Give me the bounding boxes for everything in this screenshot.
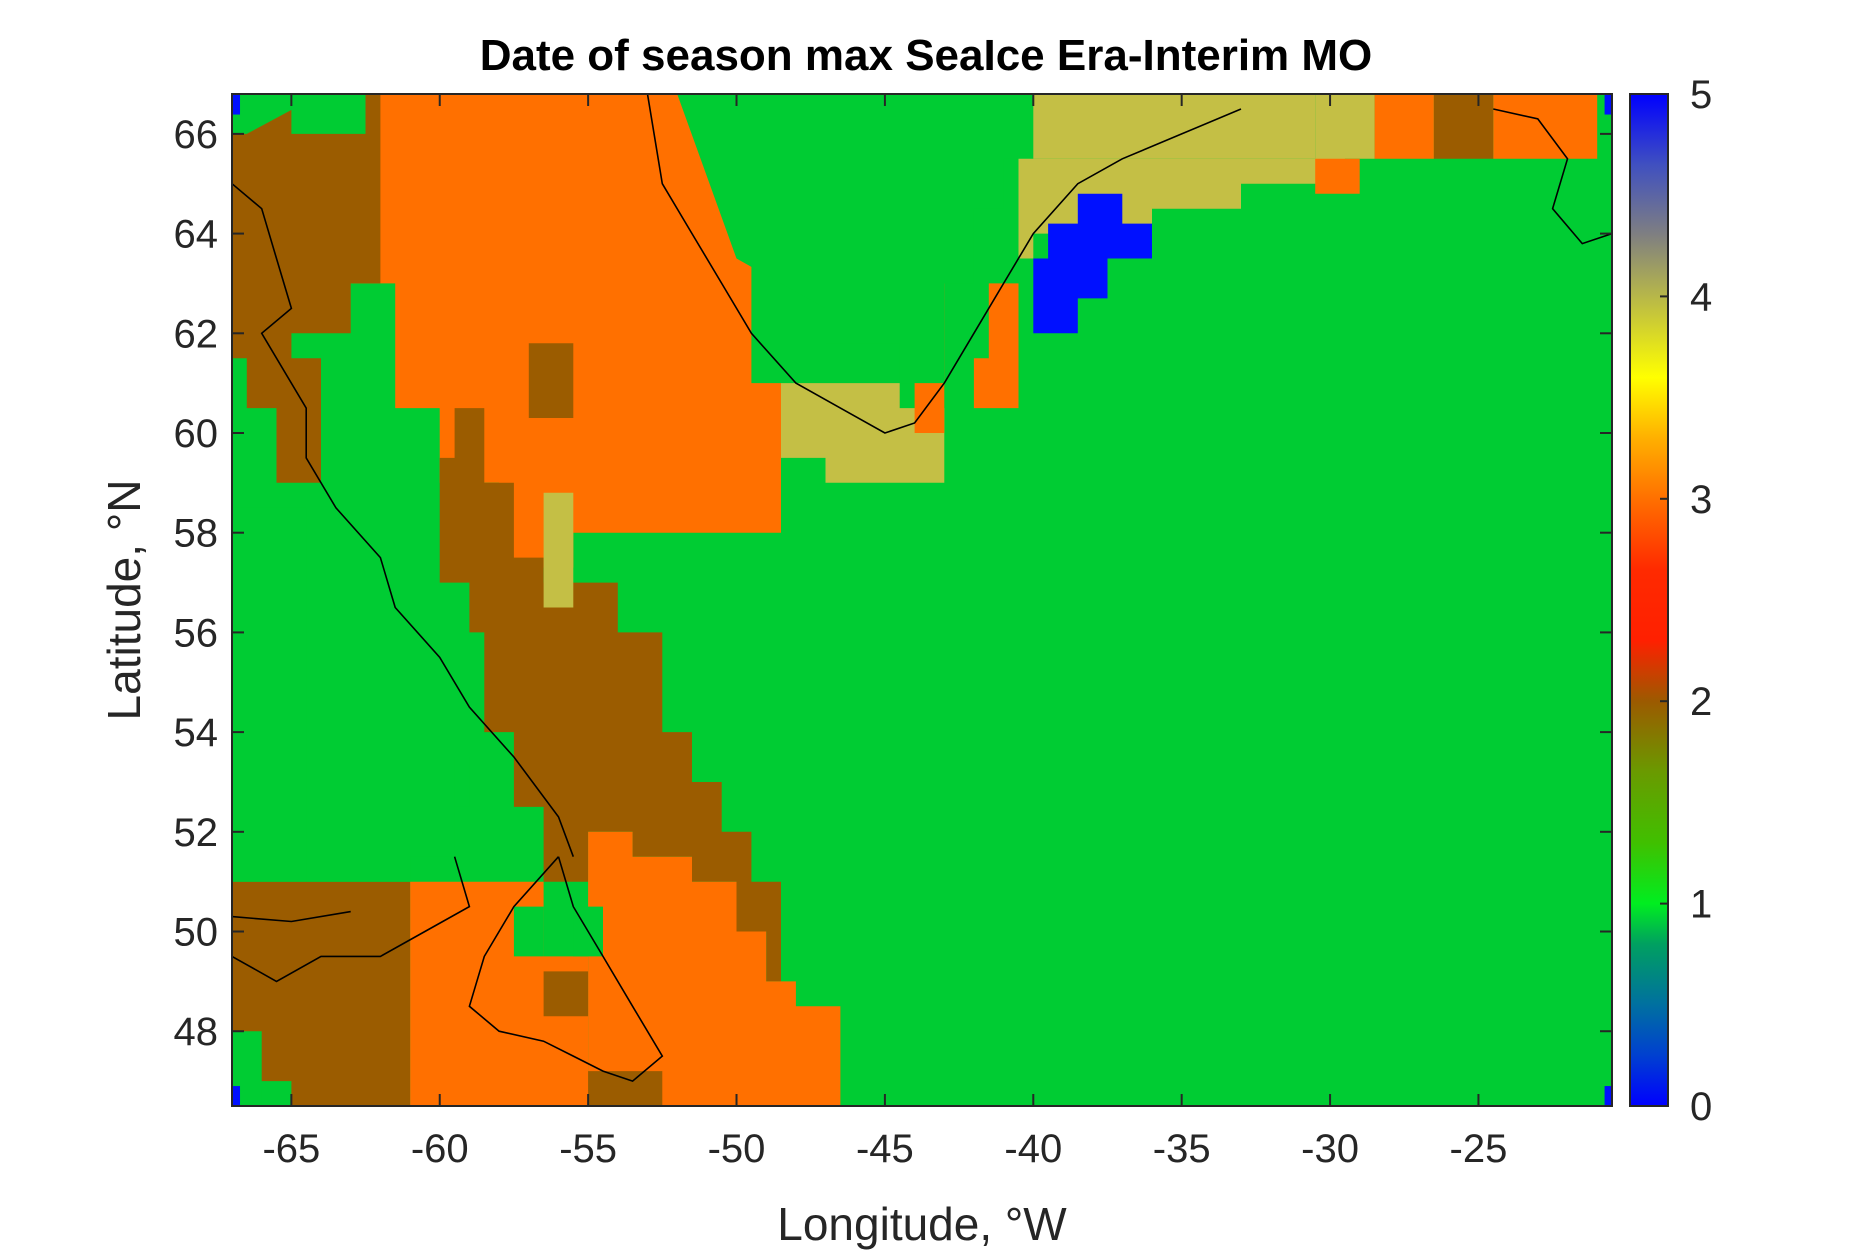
x-tick-label: -30	[1301, 1127, 1359, 1171]
heatmap-cell	[439, 408, 781, 982]
y-axis-ticks: 48 50 52 54 56 58 60 62 64 66	[174, 113, 1612, 1054]
heatmap-cell	[543, 971, 589, 1017]
coastline	[1493, 108, 1613, 245]
plot-frame	[231, 93, 1613, 1107]
heatmap-cell	[973, 283, 1019, 409]
y-tick-label: 64	[174, 213, 219, 257]
x-axis-ticks: -65 -60 -55 -50 -45 -40 -35 -30 -25	[262, 94, 1507, 1171]
x-tick-label: -55	[559, 1127, 617, 1171]
x-tick-label: -60	[411, 1127, 469, 1171]
heatmap-cell	[588, 1071, 663, 1106]
heatmap-cell	[1604, 1086, 1613, 1107]
heatmap-cell	[1433, 94, 1494, 159]
coastline	[231, 183, 575, 857]
y-tick-label: 52	[174, 811, 219, 855]
x-axis-label: Longitude, °W	[777, 1198, 1067, 1250]
y-tick-label: 48	[174, 1010, 219, 1054]
heatmap-cells	[232, 94, 1613, 1107]
colorbar-tick-label: 1	[1690, 883, 1712, 927]
y-tick-label: 66	[174, 113, 219, 157]
heatmap-cell	[246, 94, 381, 409]
heatmap-cell	[306, 757, 455, 882]
coastline	[231, 856, 471, 983]
heatmap-cell	[543, 492, 574, 608]
colorbar-tick-label: 4	[1690, 275, 1712, 319]
heatmap-cell	[1493, 94, 1598, 159]
coastline-lines	[231, 93, 1613, 1083]
colorbar-ticks: 0 1 2 3 4 5	[1660, 73, 1712, 1129]
y-tick-label: 50	[174, 911, 219, 955]
y-tick-label: 58	[174, 512, 219, 556]
heatmap-cell	[781, 383, 945, 483]
y-tick-label: 62	[174, 312, 219, 356]
colorbar-tick-label: 2	[1690, 680, 1712, 724]
heatmap-cell	[232, 881, 411, 1106]
heatmap-cell	[677, 94, 1019, 384]
y-tick-label: 54	[174, 711, 219, 755]
heatmap-cell	[1604, 94, 1613, 115]
colorbar	[1629, 93, 1669, 1107]
heatmap-cell	[1033, 94, 1316, 159]
coastline	[468, 856, 664, 1083]
coastline	[646, 93, 1242, 434]
x-tick-label: -25	[1450, 1127, 1508, 1171]
y-axis-label: Latitude, °N	[98, 480, 150, 721]
heatmap-cell	[528, 343, 574, 418]
x-tick-label: -65	[262, 1127, 320, 1171]
heatmap-cell	[1033, 193, 1152, 334]
colorbar-tick-label: 3	[1690, 478, 1712, 522]
heatmap-cell	[1374, 94, 1434, 159]
colorbar-tick-label: 5	[1690, 73, 1712, 117]
x-tick-label: -50	[708, 1127, 766, 1171]
heatmap-cell	[291, 94, 366, 134]
x-tick-label: -45	[856, 1127, 914, 1171]
y-tick-label: 60	[174, 412, 219, 456]
heatmap-cell	[232, 1086, 241, 1107]
heatmap-cell	[513, 906, 544, 957]
coastline	[231, 910, 351, 923]
x-tick-label: -35	[1153, 1127, 1211, 1171]
x-tick-label: -40	[1004, 1127, 1062, 1171]
colorbar-tick-label: 0	[1690, 1085, 1712, 1129]
y-tick-label: 56	[174, 611, 219, 655]
heatmap-cell	[232, 94, 241, 115]
heatmap-cell	[1315, 158, 1360, 194]
heatmap-cell	[232, 507, 307, 882]
chart-title: Date of season max SeaIce Era-Interim MO	[480, 31, 1373, 80]
